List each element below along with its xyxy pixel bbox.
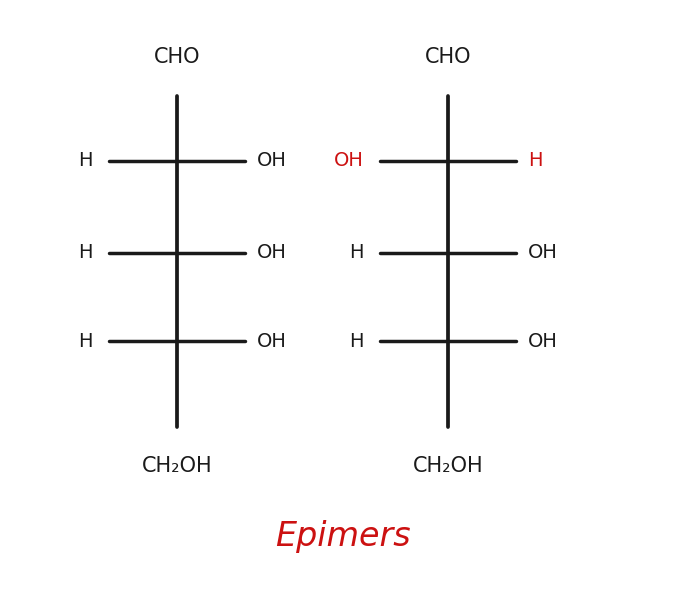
- Text: CH₂OH: CH₂OH: [142, 455, 212, 476]
- Text: H: H: [348, 243, 364, 262]
- Text: OH: OH: [257, 243, 287, 262]
- Text: CHO: CHO: [154, 47, 200, 67]
- Text: H: H: [528, 151, 543, 170]
- Text: H: H: [78, 332, 92, 351]
- Text: H: H: [78, 151, 92, 170]
- Text: OH: OH: [528, 243, 558, 262]
- Text: OH: OH: [257, 332, 287, 351]
- Text: OH: OH: [528, 332, 558, 351]
- Text: CHO: CHO: [425, 47, 471, 67]
- Text: OH: OH: [257, 151, 287, 170]
- Text: H: H: [348, 332, 364, 351]
- Text: H: H: [78, 243, 92, 262]
- Text: CH₂OH: CH₂OH: [413, 455, 484, 476]
- Text: OH: OH: [333, 151, 364, 170]
- Text: Epimers: Epimers: [275, 520, 411, 553]
